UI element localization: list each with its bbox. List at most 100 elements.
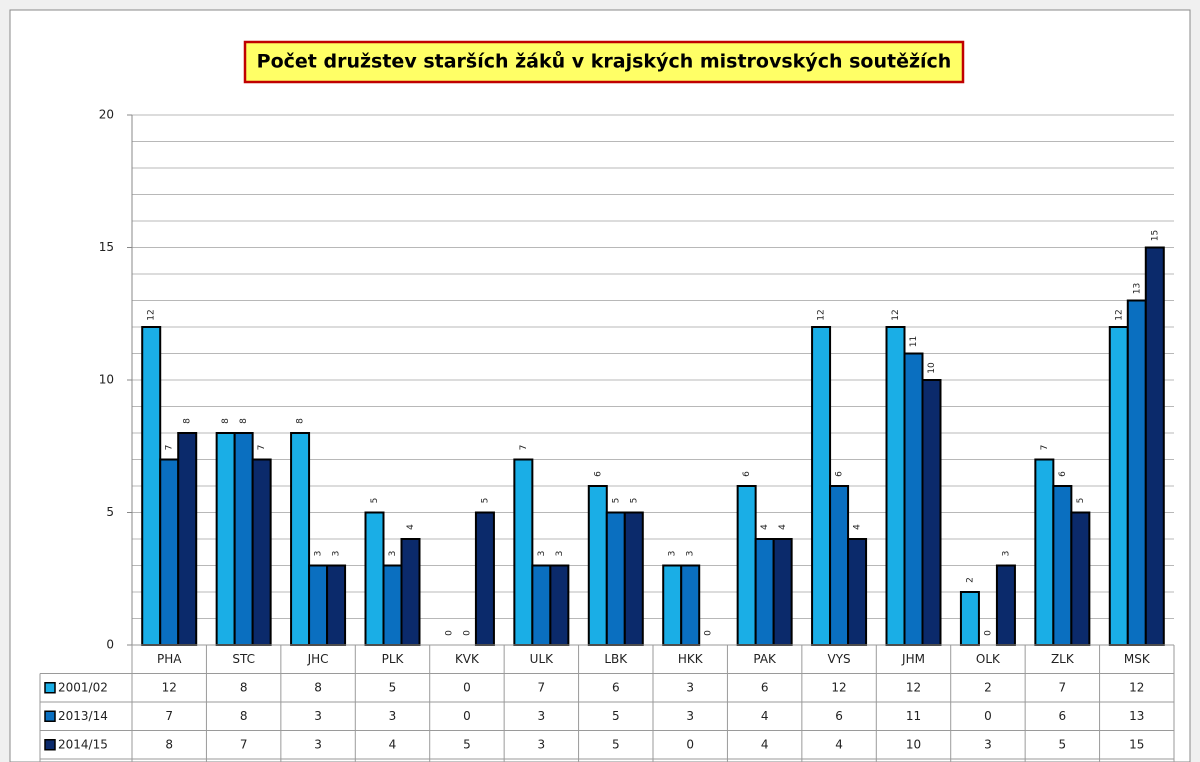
bar [141,326,162,646]
data-label: 0 [444,630,454,636]
table-cell: 12 [1129,680,1144,694]
data-label: 4 [778,524,788,530]
bar [995,564,1016,646]
table-cell: 8 [165,737,173,751]
table-cell: 4 [761,737,769,751]
data-label: 5 [611,498,621,504]
bar [215,432,236,646]
table-cell: 4 [761,709,769,723]
table-cell: 2 [984,680,992,694]
legend-label: 2013/14 [58,709,108,723]
data-label: 5 [480,498,490,504]
bar [680,564,701,646]
table-cell: 3 [538,737,546,751]
y-tick-label: 5 [106,505,114,519]
x-tick-label: MSK [1124,652,1151,666]
table-cell: 5 [1059,737,1067,751]
table-cell: 0 [463,709,471,723]
data-label: 13 [1132,283,1142,294]
table-cell: 12 [162,680,177,694]
bar [811,326,832,646]
data-label: 6 [593,471,603,477]
bar [1070,511,1091,646]
chart-title: Počet družstev starších žáků v krajských… [257,50,952,73]
bar [474,511,495,646]
data-label: 5 [629,498,639,504]
data-label: 12 [1114,309,1124,320]
data-label: 8 [239,418,249,424]
data-label: 7 [1040,445,1050,451]
bar [400,538,421,646]
table-cell: 3 [314,709,322,723]
data-label: 3 [555,551,565,557]
y-tick-label: 10 [99,373,114,387]
x-tick-label: ULK [530,652,554,666]
data-label: 15 [1150,230,1160,241]
x-tick-label: OLK [976,652,1001,666]
bar [903,352,924,646]
bar [1108,326,1129,646]
bar [382,564,403,646]
table-cell: 5 [389,680,397,694]
bar [177,432,198,646]
bar [549,564,570,646]
data-label: 3 [686,551,696,557]
x-tick-label: JHM [901,652,925,666]
table-cell: 7 [165,709,173,723]
legend-label: 2001/02 [58,680,108,694]
data-label: 5 [370,498,380,504]
data-label: 4 [853,524,863,530]
x-tick-label: PLK [382,652,405,666]
x-tick-label: STC [232,652,255,666]
bar [1126,299,1147,646]
bar [921,379,942,646]
bar [531,564,552,646]
data-label: 0 [983,630,993,636]
data-label: 12 [817,309,827,320]
y-tick-label: 0 [106,638,114,652]
x-tick-label: PAK [753,652,777,666]
x-tick-label: PHA [157,652,182,666]
data-label: 12 [147,309,157,320]
y-tick-label: 20 [99,108,114,122]
x-tick-label: LBK [604,652,628,666]
bar [159,458,180,646]
table-cell: 3 [686,709,694,723]
legend-swatch [44,739,56,751]
data-label: 6 [835,471,845,477]
bar [587,485,608,646]
data-label: 8 [296,418,306,424]
bar [1144,246,1165,646]
bar [1034,458,1055,646]
data-label: 12 [891,309,901,320]
bar [326,564,347,646]
data-label: 11 [909,336,919,347]
bar [847,538,868,646]
bar [754,538,775,646]
title-box [243,40,965,84]
bar [364,511,385,646]
table-cell: 3 [389,709,397,723]
table-cell: 6 [835,709,843,723]
bar [1052,485,1073,646]
data-label: 6 [1058,471,1068,477]
table-cell: 7 [1059,680,1067,694]
x-tick-label: JHC [307,652,329,666]
table-cell: 5 [463,737,471,751]
bar [251,458,272,646]
table-cell: 5 [612,737,620,751]
data-label: 0 [704,630,714,636]
table-cell: 6 [1059,709,1067,723]
data-label: 6 [742,471,752,477]
table-cell: 15 [1129,737,1144,751]
bar [959,591,980,646]
table-cell: 6 [612,680,620,694]
data-label: 0 [462,630,472,636]
table-cell: 5 [612,709,620,723]
bar [736,485,757,646]
bar [290,432,311,646]
bar [623,511,644,646]
bar [662,564,683,646]
table-cell: 12 [831,680,846,694]
